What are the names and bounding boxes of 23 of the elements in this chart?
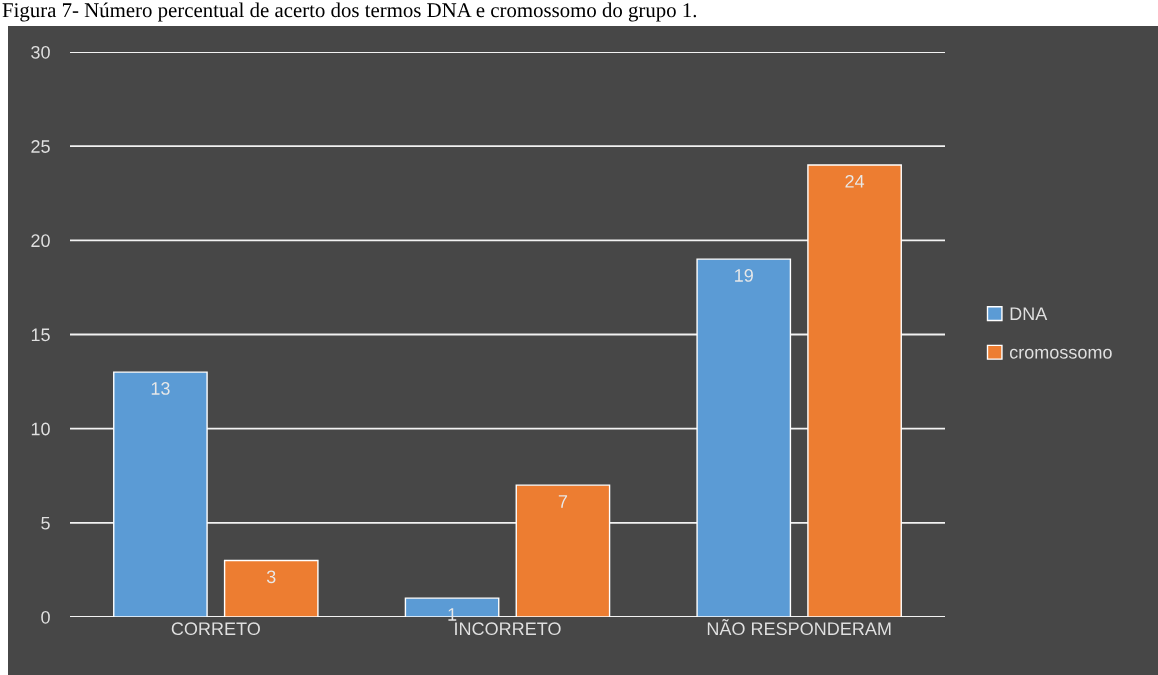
x-tick-label: CORRETO [171, 622, 260, 636]
data-label: 3 [266, 570, 276, 584]
bar [696, 258, 792, 617]
y-tick-label: 25 [31, 140, 50, 153]
legend-label: cromossomo [1009, 348, 1112, 359]
y-tick-label: 30 [31, 45, 50, 59]
bar [515, 484, 611, 617]
data-label: 13 [151, 382, 170, 395]
y-tick-label: 0 [41, 610, 50, 624]
data-label: 24 [845, 174, 865, 188]
x-tick-label: NÃO RESPONDERAM [707, 619, 891, 636]
data-label: 19 [735, 269, 753, 282]
bar [807, 164, 902, 617]
y-tick-label: 10 [31, 422, 50, 436]
chart-title: Figura 7- Número percentual de acerto dos termos DNA e cromossomo do grupo 1. [2, 2, 697, 22]
bar [113, 371, 208, 617]
y-tick-label: 5 [41, 516, 50, 530]
x-tick-label: INCORRETO [455, 622, 561, 636]
bar [223, 559, 319, 617]
y-tick-label: 20 [31, 234, 50, 248]
data-label: 7 [558, 495, 568, 508]
legend-label: DNA [1010, 307, 1048, 320]
y-tick-label: 15 [31, 328, 50, 342]
